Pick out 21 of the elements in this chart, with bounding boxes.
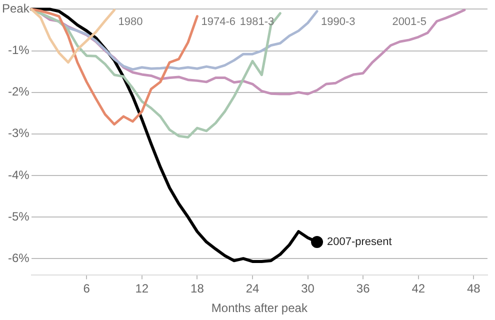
x-tick-label: 42	[412, 282, 426, 296]
y-tick-label: -3%	[8, 126, 30, 140]
y-tick-label: -5%	[8, 209, 30, 224]
series-label: 1990-3	[321, 16, 356, 28]
y-tick-label: Peak	[2, 2, 30, 16]
x-tick-label: 30	[301, 282, 315, 296]
x-tick-label: 24	[246, 282, 260, 296]
x-tick-label: 12	[135, 282, 149, 296]
series-label: 1974-6	[201, 16, 236, 28]
y-tick-label: -6%	[8, 250, 30, 265]
x-tick-label: 18	[190, 282, 204, 296]
x-tick-label: 6	[83, 282, 90, 296]
series-label: 2007-present	[327, 236, 392, 248]
x-axis-title: Months after peak	[211, 301, 308, 316]
y-tick-label: -4%	[8, 168, 30, 182]
series-label: 2001-5	[392, 16, 426, 28]
x-tick-label: 36	[356, 282, 370, 296]
y-tick-label: -2%	[8, 84, 30, 99]
x-tick-label: 48	[467, 282, 481, 296]
y-tick-label: -1%	[8, 43, 30, 58]
series-label: 1980	[118, 16, 143, 28]
